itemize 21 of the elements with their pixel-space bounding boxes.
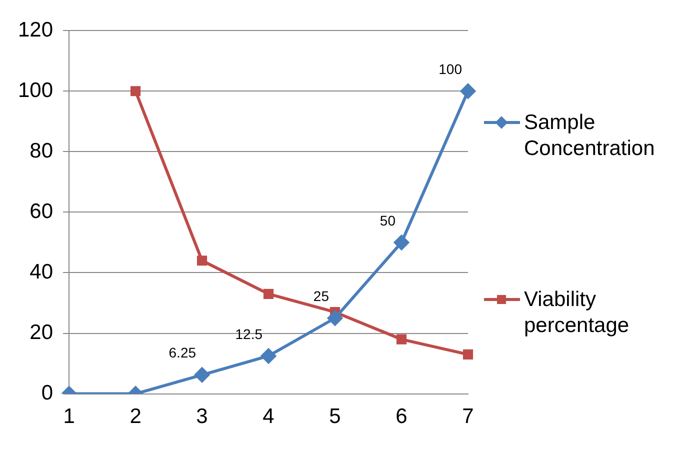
y-tick-label: 80 — [30, 139, 54, 162]
x-tick-label: 4 — [262, 405, 275, 428]
x-tick-label: 6 — [396, 405, 408, 428]
data-label: 25 — [313, 288, 330, 304]
y-tick-label: 0 — [41, 382, 54, 405]
data-label: 100 — [438, 60, 462, 77]
y-tick-label: 60 — [30, 200, 54, 223]
legend-label: Sample Concentration — [524, 110, 656, 162]
x-tick-label: 3 — [196, 405, 208, 428]
data-label: 6.25 — [168, 344, 196, 361]
y-tick-label: 100 — [18, 78, 54, 102]
legend-label: Viability percentage — [524, 286, 630, 339]
y-tick-label: 120 — [18, 18, 54, 42]
x-tick-label: 2 — [130, 405, 142, 428]
data-label: 12.5 — [235, 326, 263, 342]
x-tick-label: 7 — [462, 405, 474, 428]
x-tick-label: 1 — [63, 405, 75, 428]
x-tick-label: 5 — [329, 405, 341, 428]
y-tick-label: 40 — [30, 260, 54, 284]
y-tick-label: 20 — [30, 321, 54, 344]
data-label: 50 — [380, 212, 396, 228]
